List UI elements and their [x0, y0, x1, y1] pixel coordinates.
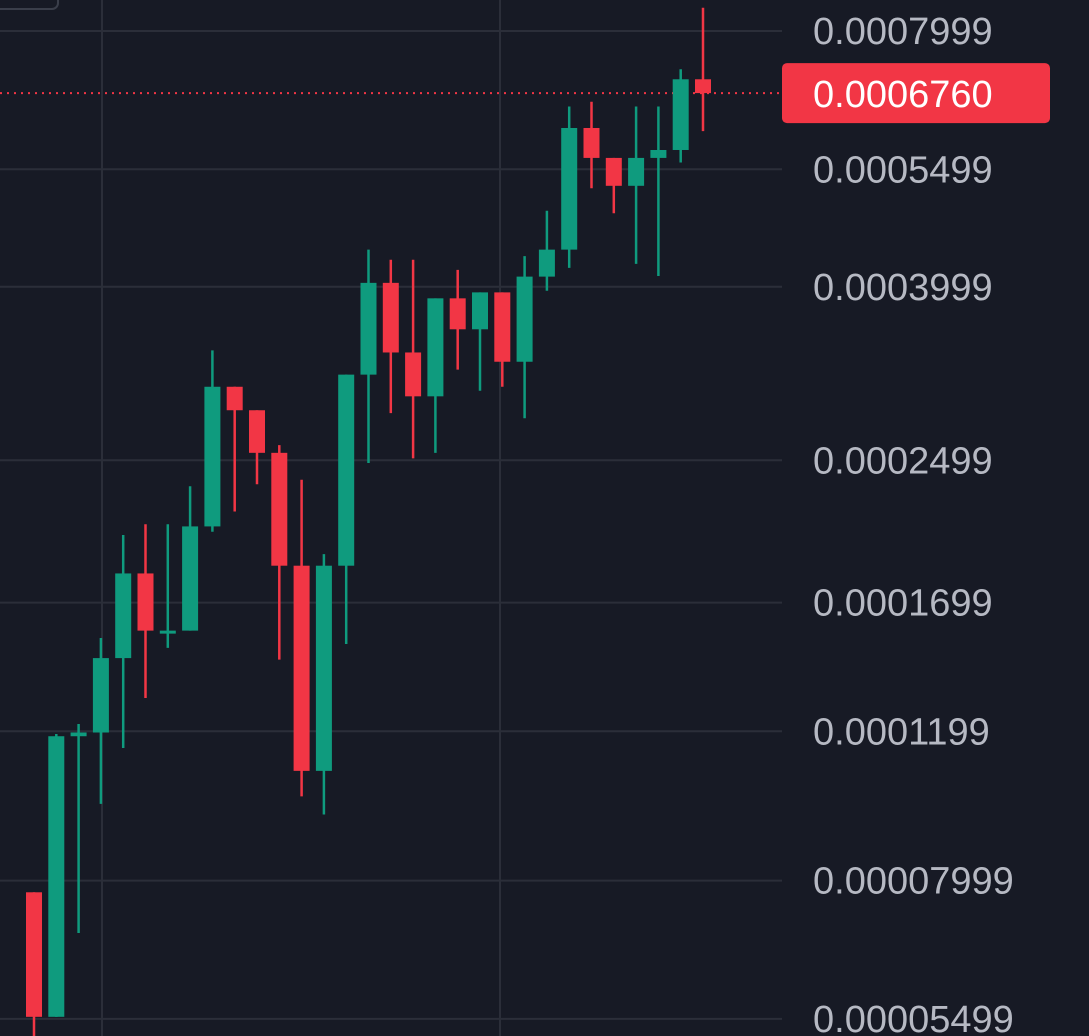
- candle-body: [92, 658, 109, 733]
- candle-body: [204, 386, 221, 527]
- candle-body: [605, 157, 622, 186]
- candle[interactable]: [605, 157, 622, 214]
- y-tick-label: 0.0002499: [813, 440, 993, 482]
- y-tick-label: 0.0003999: [813, 267, 993, 309]
- candle-body: [115, 573, 132, 659]
- candle[interactable]: [204, 350, 221, 532]
- candle[interactable]: [650, 106, 667, 276]
- candle[interactable]: [516, 256, 533, 419]
- candle-body: [583, 127, 600, 158]
- candle-body: [48, 736, 65, 1017]
- candles[interactable]: [26, 7, 711, 1036]
- candle-body: [137, 573, 154, 631]
- current-price-label: 0.0006760: [813, 74, 993, 116]
- candle[interactable]: [538, 210, 555, 291]
- candle-body: [26, 892, 42, 1017]
- candle-body: [70, 732, 87, 737]
- candle-body: [449, 298, 466, 330]
- candle-body: [427, 298, 444, 397]
- candle[interactable]: [695, 7, 711, 132]
- candle[interactable]: [70, 723, 87, 934]
- candle-body: [561, 127, 578, 250]
- candle[interactable]: [115, 534, 132, 748]
- candle-body: [538, 249, 555, 277]
- toolbar-button-edge[interactable]: [0, 0, 59, 10]
- candle[interactable]: [159, 524, 176, 648]
- y-tick-label: 0.0007999: [813, 11, 993, 53]
- candle[interactable]: [182, 486, 199, 631]
- candle-body: [405, 352, 422, 397]
- candle[interactable]: [561, 106, 578, 268]
- y-tick-label: 0.00007999: [813, 861, 1014, 903]
- candle[interactable]: [494, 292, 511, 387]
- candle[interactable]: [226, 386, 243, 512]
- candle-body: [271, 452, 288, 566]
- candle[interactable]: [92, 637, 109, 804]
- candle-body: [695, 79, 711, 94]
- candle[interactable]: [293, 479, 310, 797]
- candle-body: [226, 386, 243, 411]
- candle[interactable]: [249, 410, 265, 485]
- candle-body: [159, 630, 176, 634]
- candle[interactable]: [628, 106, 645, 264]
- candle-body: [249, 410, 265, 453]
- candle[interactable]: [583, 101, 600, 189]
- price-axis[interactable]: 0.0007999 0.0005499 0.0003999 0.0002499 0.00…: [782, 11, 1050, 1036]
- candle[interactable]: [315, 554, 332, 815]
- candle-body: [472, 292, 488, 330]
- current-price-badge: 0.0006760: [782, 63, 1050, 124]
- candle[interactable]: [360, 249, 377, 463]
- candle-body: [516, 276, 533, 362]
- candle[interactable]: [449, 269, 466, 370]
- candle[interactable]: [382, 259, 399, 414]
- candle-body: [650, 149, 667, 158]
- candle-body: [672, 79, 689, 150]
- y-tick-label: 0.0001699: [813, 583, 993, 625]
- y-tick-label: 0.00005499: [813, 999, 1014, 1036]
- y-tick-label: 0.0005499: [813, 149, 993, 191]
- candle[interactable]: [427, 298, 444, 453]
- current-price-badge-bg: [782, 63, 1050, 124]
- candle-body: [494, 292, 511, 362]
- candle[interactable]: [271, 445, 288, 660]
- candle[interactable]: [137, 524, 154, 699]
- y-tick-label: 0.0001199: [813, 711, 990, 753]
- candle[interactable]: [338, 374, 355, 644]
- candle-body: [315, 565, 332, 771]
- candle[interactable]: [672, 69, 689, 163]
- candle-body: [382, 282, 399, 353]
- candle-body: [293, 565, 310, 771]
- candle-body: [360, 282, 377, 375]
- candle[interactable]: [48, 734, 65, 1017]
- candle-body: [628, 157, 645, 186]
- candle[interactable]: [405, 259, 422, 459]
- candle[interactable]: [472, 292, 488, 391]
- candle-body: [182, 526, 199, 631]
- candle-body: [338, 374, 355, 566]
- candle[interactable]: [26, 892, 42, 1036]
